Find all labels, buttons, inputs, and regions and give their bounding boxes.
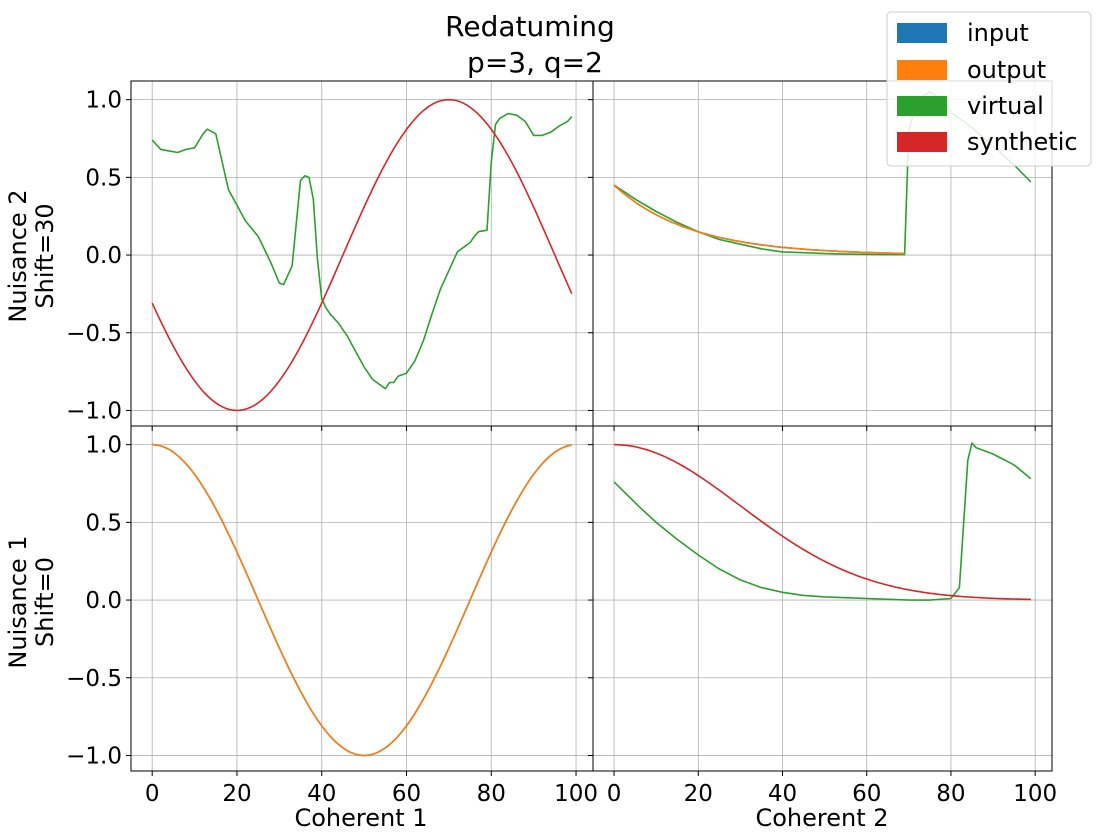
y-tick-label: 0.5 xyxy=(85,165,122,191)
tick-layer: 1.0 0.5 0.0 −0.5 −1.0 0 20 40 60 80 100 1.0 0.5 0.0 −0… xyxy=(66,88,1057,807)
title-line-2: p=3, q=2 xyxy=(467,46,603,79)
y-tick-label: 0.5 xyxy=(85,510,122,536)
series-line-virtual xyxy=(613,442,1032,601)
y-tick-label: 0.0 xyxy=(85,588,122,614)
legend-label-input: input xyxy=(967,19,1029,47)
legend-swatch-virtual xyxy=(897,96,947,116)
y-axis-label-bottom-line-2: Shift=0 xyxy=(31,557,59,647)
y-tick-label: 1.0 xyxy=(85,433,122,459)
plot-layer xyxy=(151,91,1032,757)
x-tick-label: 40 xyxy=(307,781,336,807)
series-line-input xyxy=(613,184,905,255)
legend-swatch-output xyxy=(897,60,947,80)
legend-label-synthetic: synthetic xyxy=(967,128,1078,156)
series-line-synthetic xyxy=(151,98,573,412)
y-tick-label: −1.0 xyxy=(66,743,122,769)
x-tick-label: 60 xyxy=(852,781,881,807)
y-tick-label: 0.0 xyxy=(85,243,122,269)
x-axis-label-left: Coherent 1 xyxy=(294,804,427,832)
panel-frame xyxy=(592,425,1053,772)
y-tick-label: −0.5 xyxy=(66,666,122,692)
x-tick-label: 60 xyxy=(392,781,421,807)
y-tick-label: −1.0 xyxy=(66,398,122,424)
x-tick-label: 40 xyxy=(768,781,797,807)
panel-frame xyxy=(130,425,594,772)
y-tick-label: 1.0 xyxy=(85,88,122,114)
series-line-output xyxy=(152,443,572,757)
legend-swatch-input xyxy=(897,23,947,43)
axis-labels: Coherent 1 Coherent 2 Nuisance 2 Shift=3… xyxy=(4,189,889,832)
axes-frames xyxy=(130,80,1053,772)
series-line-virtual xyxy=(151,112,573,390)
y-axis-label-top-line-1: Nuisance 2 xyxy=(4,189,32,322)
x-tick-label: 100 xyxy=(554,781,598,807)
panel-frame xyxy=(130,80,594,427)
x-axis-label-right: Coherent 2 xyxy=(755,804,888,832)
x-tick-label: 80 xyxy=(477,781,506,807)
y-tick-label: −0.5 xyxy=(66,321,122,347)
y-axis-label-bottom: Nuisance 1 Shift=0 xyxy=(4,535,59,668)
legend-swatch-synthetic xyxy=(897,132,947,152)
x-tick-label: 100 xyxy=(1013,781,1057,807)
legend: input output virtual synthetic xyxy=(886,11,1092,167)
grid-layer xyxy=(131,81,1052,771)
legend-box xyxy=(886,11,1092,167)
x-tick-label: 80 xyxy=(936,781,965,807)
title-line-1: Redatuming xyxy=(445,10,615,43)
y-axis-label-top-line-2: Shift=30 xyxy=(31,203,59,308)
series-line-output xyxy=(613,184,905,255)
y-axis-label-top: Nuisance 2 Shift=30 xyxy=(4,189,59,322)
legend-label-virtual: virtual xyxy=(967,92,1044,120)
x-tick-label: 0 xyxy=(607,781,622,807)
x-tick-label: 20 xyxy=(684,781,713,807)
legend-label-output: output xyxy=(967,56,1046,84)
x-tick-label: 0 xyxy=(145,781,160,807)
y-axis-label-bottom-line-1: Nuisance 1 xyxy=(4,535,32,668)
series-line-synthetic xyxy=(614,443,1031,601)
figure-title: Redatuming p=3, q=2 xyxy=(445,10,615,79)
x-tick-label: 20 xyxy=(222,781,251,807)
